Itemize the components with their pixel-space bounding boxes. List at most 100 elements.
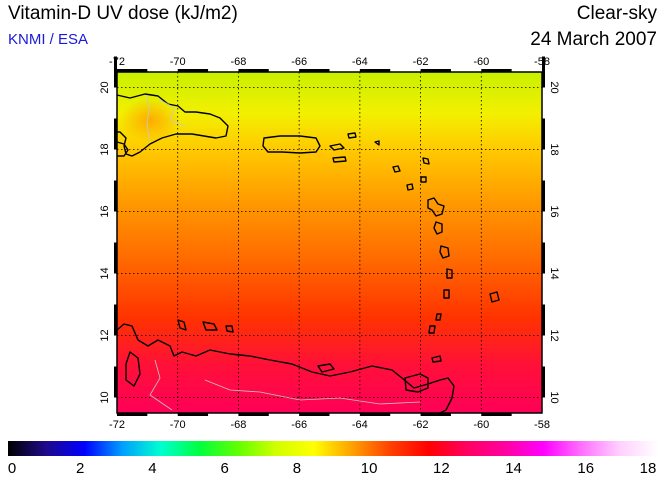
island-aruba	[177, 319, 187, 331]
lat-tick-label-left: 18	[99, 143, 111, 155]
borders	[146, 94, 421, 411]
frame-bar-right	[542, 56, 545, 88]
frame-bar-bottom	[177, 413, 209, 416]
colorbar-label: 2	[76, 460, 85, 477]
frame-bar-right	[542, 366, 545, 398]
island-stlucia	[446, 268, 453, 279]
frame-bar-bottom	[117, 413, 148, 416]
lat-tick-label-left: 12	[99, 329, 111, 341]
colorbar-label: 14	[505, 460, 522, 477]
colombia-venezuela-border	[149, 359, 173, 411]
lon-tick-label-top: -68	[230, 56, 246, 68]
map-date: 24 March 2007	[530, 29, 657, 50]
lon-tick-label-bottom: -72	[109, 419, 125, 431]
island-vieques	[329, 143, 345, 151]
colorbar-label: 6	[220, 460, 229, 477]
colorbar	[8, 441, 658, 456]
south-america-coast	[116, 323, 455, 414]
lat-tick-label-right: 10	[548, 391, 560, 403]
island-bonaire	[225, 325, 234, 333]
lat-tick-label-right: 20	[548, 81, 560, 93]
lon-tick-label-bottom: -68	[230, 419, 246, 431]
island-dominica	[433, 221, 443, 235]
lon-tick-label-bottom: -58	[534, 419, 550, 431]
frame-bar-right	[542, 118, 545, 150]
source-credit: KNMI / ESA	[8, 31, 89, 48]
haiti-peninsula	[116, 141, 129, 157]
island-trinidad	[404, 373, 429, 393]
island-stcroix	[332, 156, 347, 163]
uv-dose-map: -72 -72 -70 -70 -68 -68 -66 -66 -64 -64 -62 -62 -60 -…	[99, 56, 560, 431]
frame-bar-top	[481, 69, 512, 72]
lat-tick-label-right: 16	[548, 205, 560, 217]
lon-tick-label-bottom: -62	[413, 419, 429, 431]
lon-tick-label-top: -70	[170, 56, 186, 68]
island-martinique	[439, 245, 450, 259]
lat-tick-label-right: 14	[548, 267, 560, 279]
frame-bar-left	[114, 304, 117, 336]
frame-bar-top	[420, 69, 451, 72]
lon-tick-label-bottom: -60	[473, 419, 489, 431]
island-anguilla	[374, 140, 380, 146]
colorbar-label: 12	[432, 460, 450, 477]
frame-bar-top	[177, 69, 209, 72]
frame-bar-bottom	[299, 413, 330, 416]
colorbar-label: 18	[639, 460, 657, 477]
frame-bar-top	[238, 69, 269, 72]
frame-bar-left	[114, 118, 117, 150]
lat-tick-label-right: 18	[548, 143, 560, 155]
frame-bar-left	[114, 180, 117, 212]
dose-hotspot	[120, 98, 180, 142]
island-stkitts	[422, 157, 430, 165]
lon-tick-label-bottom: -70	[170, 419, 186, 431]
frame-bar-bottom	[238, 413, 269, 416]
frame-scale-bars	[114, 56, 545, 416]
lon-tick-label-top: -72	[109, 56, 125, 68]
axis-tick-labels: -72 -72 -70 -70 -68 -68 -66 -66 -64 -64 -62 -62 -60 -…	[99, 56, 560, 431]
frame-bar-left	[114, 366, 117, 398]
venezuela-inner	[204, 379, 421, 405]
lon-tick-label-top: -60	[473, 56, 489, 68]
colorbar-label: 0	[7, 460, 17, 477]
lon-tick-label-top: -58	[534, 56, 550, 68]
lat-tick-label-right: 12	[548, 329, 560, 341]
island-virgin	[347, 132, 357, 139]
island-grenadines	[435, 313, 442, 321]
frame-bar-bottom	[481, 413, 512, 416]
lon-tick-label-bottom: -64	[352, 419, 368, 431]
map-grid	[117, 72, 542, 413]
haiti-dr-border	[146, 94, 151, 143]
frame-bar-right	[542, 180, 545, 212]
puerto-rico-coast	[262, 135, 321, 154]
island-antigua	[406, 183, 414, 191]
colorbar-gradient	[8, 441, 658, 456]
map-field	[117, 72, 542, 413]
coastlines	[116, 93, 500, 414]
map-title: Vitamin-D UV dose (kJ/m2)	[8, 3, 238, 24]
colorbar-label: 10	[360, 460, 378, 477]
frame-bar-right	[542, 242, 545, 274]
frame-bar-left	[114, 242, 117, 274]
lon-tick-label-top: -66	[291, 56, 307, 68]
frame-bar-top	[117, 69, 148, 72]
island-stvincent	[443, 289, 450, 299]
colorbar-label: 16	[577, 460, 595, 477]
frame-bar-right	[542, 304, 545, 336]
colorbar-label: 8	[292, 460, 302, 477]
island-barbuda	[392, 165, 401, 173]
island-grenada	[428, 325, 436, 334]
frame-bar-left	[114, 56, 117, 88]
island-nevis	[420, 176, 427, 183]
frame-bar-top	[299, 69, 330, 72]
lat-tick-label-left: 20	[99, 81, 111, 93]
frame-bar-top	[359, 69, 391, 72]
island-curacao	[202, 321, 218, 331]
frame-bar-bottom	[420, 413, 451, 416]
lat-tick-label-left: 14	[99, 267, 111, 279]
lon-tick-label-bottom: -66	[291, 419, 307, 431]
lon-tick-label-top: -62	[413, 56, 429, 68]
island-guadeloupe	[427, 197, 445, 217]
island-margarita	[317, 363, 335, 373]
colorbar-label: 4	[148, 460, 157, 477]
sky-condition: Clear-sky	[576, 3, 657, 24]
